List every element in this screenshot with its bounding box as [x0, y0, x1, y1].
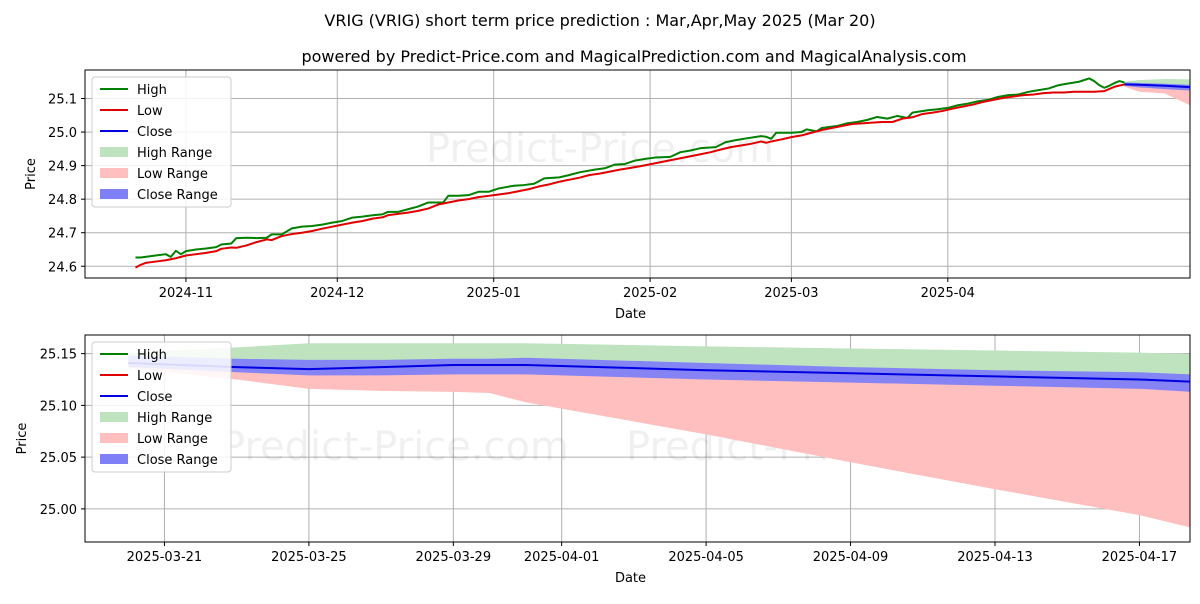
legend-label: Close [137, 125, 172, 140]
x-tick-label: 2025-03 [764, 286, 818, 301]
y-tick-label: 24.8 [48, 193, 77, 208]
close-forecast-line [128, 361, 1190, 383]
y-tick-label: 25.00 [40, 503, 77, 518]
legend-patch-swatch [100, 454, 128, 464]
legend-label: Low [137, 104, 163, 119]
y-tick-label: 24.7 [48, 227, 77, 242]
x-tick-label: 2025-03-21 [127, 550, 203, 565]
y-tick-label: 25.15 [40, 348, 77, 363]
y-tick-label: 25.1 [48, 93, 77, 108]
forecast-panel: Predict-Price.comPredict-Price.com2025-0… [15, 334, 1191, 586]
legend-label: High [137, 348, 167, 363]
legend-patch-swatch [100, 189, 128, 199]
axes-frame [84, 69, 1191, 279]
legend-label: High Range [137, 411, 212, 426]
legend-patch-swatch [100, 433, 128, 443]
y-tick-label: 25.05 [40, 451, 77, 466]
watermark-text: Predict-Price.com [221, 276, 569, 322]
y-axis-label: Price [24, 158, 39, 190]
legend-label: Low Range [137, 167, 208, 182]
legend-label: Close [137, 390, 172, 405]
y-tick-label: 25.0 [48, 126, 77, 141]
close-forecast-line [1124, 83, 1190, 89]
y-axis-label: Price [15, 423, 30, 455]
chart-title: VRIG (VRIG) short term price prediction … [324, 11, 875, 30]
plot-area [134, 77, 1190, 269]
x-tick-label: 2025-03-29 [416, 550, 492, 565]
legend-patch-swatch [100, 412, 128, 422]
x-tick-label: 2024-11 [159, 286, 213, 301]
low-range-band [128, 362, 1190, 528]
legend-patch-swatch [100, 168, 128, 178]
x-tick-label: 2025-04-05 [668, 550, 744, 565]
legend-patch-swatch [100, 147, 128, 157]
y-tick-label: 24.9 [48, 160, 77, 175]
y-tick-label: 25.10 [40, 399, 77, 414]
high-series-line [135, 77, 1125, 259]
history-panel: Predict-Price.com Predict-Price.com Predic… [24, 69, 1191, 322]
x-tick-label: 2025-04-01 [524, 550, 600, 565]
legend-label: Close Range [137, 188, 218, 203]
legend-label: Close Range [137, 453, 218, 468]
legend-label: Low Range [137, 432, 208, 447]
x-tick-label: 2025-04 [921, 286, 975, 301]
x-tick-label: 2025-04-09 [813, 550, 889, 565]
low-series-line [134, 83, 1125, 269]
x-axis-label: Date [615, 307, 646, 322]
y-tick-label: 24.6 [48, 260, 77, 275]
legend-label: High Range [137, 146, 212, 161]
x-tick-label: 2025-03-25 [271, 550, 347, 565]
legend-label: High [137, 83, 167, 98]
x-tick-label: 2025-04-17 [1102, 550, 1178, 565]
low-range-band [1124, 84, 1190, 106]
watermark-text: Predict-Price.com [426, 126, 774, 172]
close-range-band [128, 355, 1190, 392]
axes-frame [84, 334, 1191, 543]
x-tick-label: 2025-04-13 [957, 550, 1033, 565]
chart-subtitle: powered by Predict-Price.com and Magical… [301, 47, 966, 66]
x-tick-label: 2024-12 [310, 286, 364, 301]
legend-label: Low [137, 369, 163, 384]
watermark-text: Predict-Price.com [221, 424, 569, 470]
plot-area [128, 343, 1190, 528]
x-axis-label: Date [615, 571, 646, 586]
x-tick-label: 2025-02 [623, 286, 677, 301]
watermark-text: Predict-Price.com [626, 276, 974, 322]
x-tick-label: 2025-01 [467, 286, 521, 301]
